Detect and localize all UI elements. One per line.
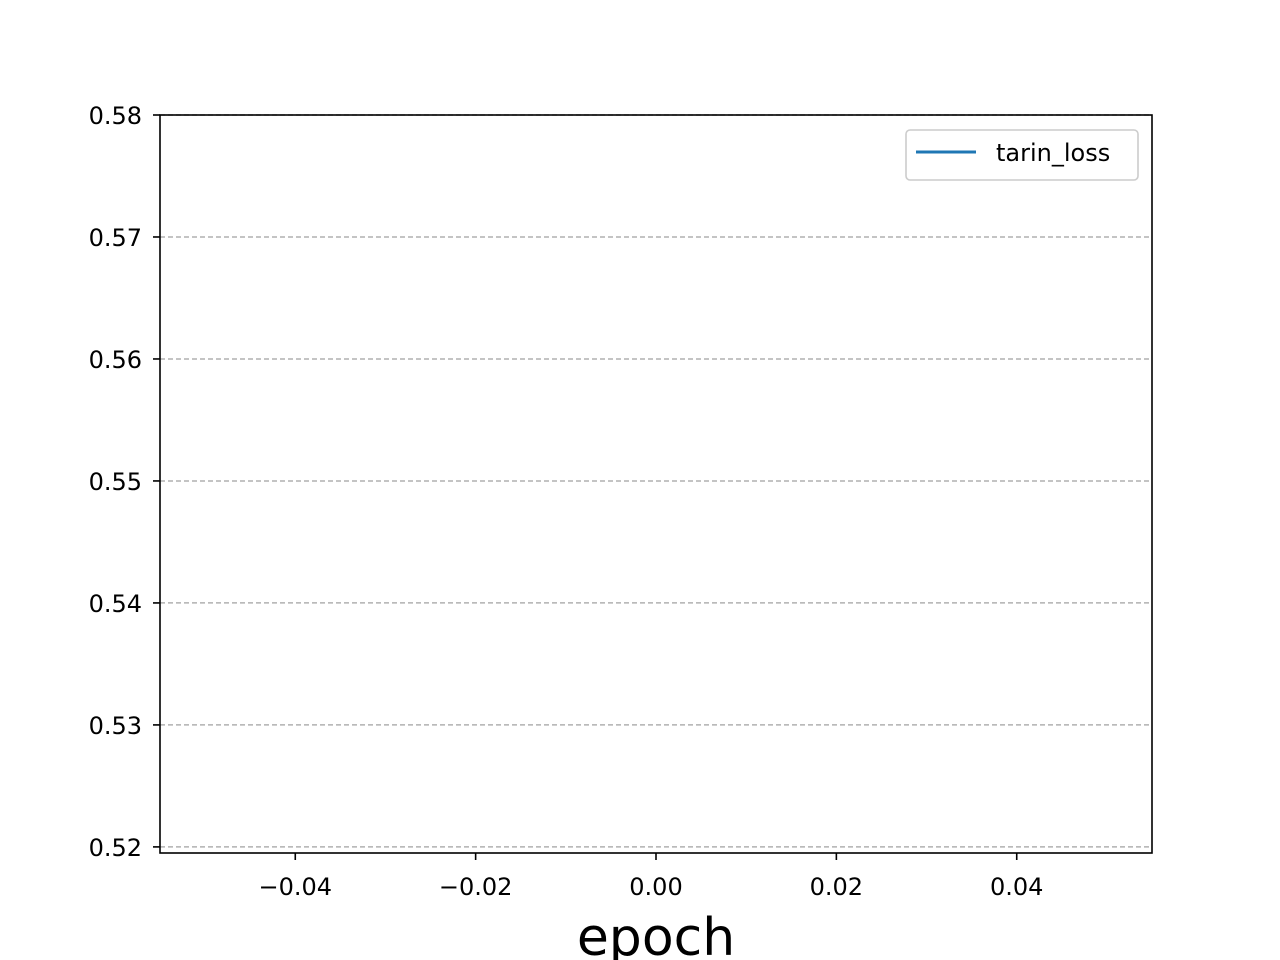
y-tick-label: 0.57 (89, 224, 142, 252)
x-tick-label: −0.02 (439, 873, 513, 901)
x-axis: −0.04 −0.02 0.00 0.02 0.04 (258, 853, 1043, 901)
y-tick-label: 0.53 (89, 712, 142, 740)
x-tick-label: 0.04 (990, 873, 1043, 901)
y-axis: 0.52 0.53 0.54 0.55 0.56 0.57 0.58 (89, 102, 160, 862)
grid-layer (160, 114, 1152, 848)
legend: tarin_loss (905, 129, 1139, 181)
legend-box (905, 129, 1139, 181)
y-tick-label: 0.54 (89, 590, 142, 618)
y-tick-label: 0.58 (89, 102, 142, 130)
x-tick-label: 0.00 (629, 873, 682, 901)
y-tick-label: 0.56 (89, 346, 142, 374)
x-tick-label: −0.04 (258, 873, 332, 901)
x-tick-label: 0.02 (810, 873, 863, 901)
x-axis-title: epoch (577, 908, 735, 960)
y-tick-label: 0.55 (89, 468, 142, 496)
legend-label-tarin-loss: tarin_loss (996, 139, 1110, 167)
y-tick-label: 0.52 (89, 834, 142, 862)
